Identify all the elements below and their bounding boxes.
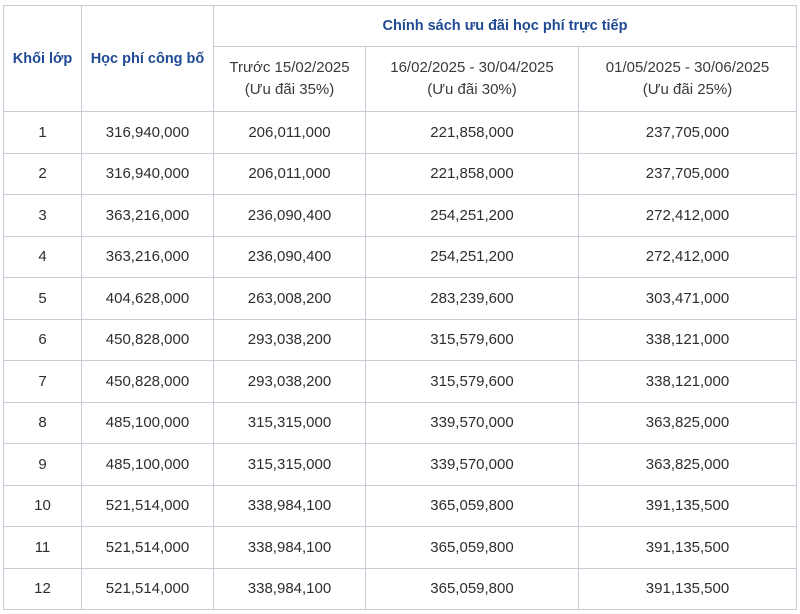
fee-0216-0430-cell: 315,579,600 (365, 318, 579, 361)
fee-before-0215-cell: 338,984,100 (213, 484, 366, 527)
period-dates: 16/02/2025 - 30/04/2025 (390, 59, 554, 76)
fee-0501-0630-cell: 237,705,000 (577, 111, 798, 154)
table-body: 1 316,940,000 206,011,000 221,858,000 237,70… (3, 111, 798, 610)
table-row: 3 363,216,000 236,090,400 254,251,200 272,41… (3, 194, 798, 237)
fee-0216-0430-cell: 254,251,200 (365, 194, 579, 237)
fee-0216-0430-cell: 315,579,600 (365, 360, 579, 403)
published-fee-cell: 404,628,000 (81, 277, 214, 320)
grade-cell: 1 (3, 111, 82, 154)
fee-0501-0630-cell: 338,121,000 (577, 318, 798, 361)
period-header-2: 16/02/2025 - 30/04/2025 (Ưu đãi 30%) (365, 46, 579, 112)
discount-policy-header: Chính sách ưu đãi học phí trực tiếp (212, 5, 798, 47)
fee-0501-0630-cell: 237,705,000 (577, 152, 798, 195)
fee-before-0215-cell: 293,038,200 (213, 360, 366, 403)
fee-0501-0630-cell: 272,412,000 (577, 194, 798, 237)
grade-header: Khối lớp (3, 5, 82, 112)
published-fee-cell: 450,828,000 (81, 318, 214, 361)
header-row-top: Khối lớp Học phí công bố Chính sách ưu đ… (3, 5, 798, 112)
published-fee-header: Học phí công bố (81, 5, 214, 112)
fee-before-0215-cell: 236,090,400 (213, 194, 366, 237)
fee-before-0215-cell: 315,315,000 (213, 401, 366, 444)
published-fee-cell: 363,216,000 (81, 235, 214, 278)
period-dates: 01/05/2025 - 30/06/2025 (605, 59, 770, 76)
published-fee-cell: 521,514,000 (81, 567, 214, 610)
grade-cell: 4 (3, 235, 82, 278)
fee-0216-0430-cell: 254,251,200 (365, 235, 579, 278)
period-header-3: 01/05/2025 - 30/06/2025 (Ưu đãi 25%) (577, 46, 798, 112)
grade-cell: 3 (3, 194, 82, 237)
published-fee-cell: 485,100,000 (81, 443, 214, 486)
fee-0501-0630-cell: 272,412,000 (577, 235, 798, 278)
fee-0501-0630-cell: 338,121,000 (577, 360, 798, 403)
published-fee-cell: 316,940,000 (81, 152, 214, 195)
grade-cell: 8 (3, 401, 82, 444)
fee-before-0215-cell: 206,011,000 (213, 111, 366, 154)
fee-0216-0430-cell: 365,059,800 (365, 526, 579, 569)
fee-0216-0430-cell: 365,059,800 (365, 484, 579, 527)
table-row: 9 485,100,000 315,315,000 339,570,000 363,82… (3, 443, 798, 486)
published-fee-cell: 316,940,000 (81, 111, 214, 154)
published-fee-cell: 450,828,000 (81, 360, 214, 403)
fee-before-0215-cell: 315,315,000 (213, 443, 366, 486)
published-fee-cell: 521,514,000 (81, 526, 214, 569)
table-row: 2 316,940,000 206,011,000 221,858,000 237,70… (3, 152, 798, 195)
fee-before-0215-cell: 338,984,100 (213, 526, 366, 569)
grade-cell: 12 (3, 567, 82, 610)
fee-0501-0630-cell: 363,825,000 (577, 401, 798, 444)
period-discount: (Ưu đãi 35%) (244, 81, 335, 98)
fee-before-0215-cell: 236,090,400 (213, 235, 366, 278)
fee-0501-0630-cell: 303,471,000 (577, 277, 798, 320)
grade-cell: 10 (3, 484, 82, 527)
published-fee-cell: 521,514,000 (81, 484, 214, 527)
fee-before-0215-cell: 263,008,200 (213, 277, 366, 320)
grade-cell: 7 (3, 360, 82, 403)
header-row-periods: Trước 15/02/2025 (Ưu đãi 35%) 16/02/2025… (4, 46, 798, 112)
table-row: 10 521,514,000 338,984,100 365,059,800 391,1… (3, 484, 798, 527)
table-row: 12 521,514,000 338,984,100 365,059,800 391,1… (3, 567, 798, 610)
grade-cell: 6 (3, 318, 82, 361)
grade-cell: 11 (3, 526, 82, 569)
table-row: 6 450,828,000 293,038,200 315,579,600 338,12… (3, 318, 798, 361)
table-row: 8 485,100,000 315,315,000 339,570,000 363,82… (3, 401, 798, 444)
fee-0501-0630-cell: 391,135,500 (577, 484, 798, 527)
fee-before-0215-cell: 293,038,200 (213, 318, 366, 361)
published-fee-cell: 485,100,000 (81, 401, 214, 444)
fee-before-0215-cell: 338,984,100 (213, 567, 366, 610)
table-row: 1 316,940,000 206,011,000 221,858,000 237,70… (3, 111, 798, 154)
fee-0501-0630-cell: 363,825,000 (577, 443, 798, 486)
table-row: 4 363,216,000 236,090,400 254,251,200 272,41… (3, 235, 798, 278)
fee-0216-0430-cell: 339,570,000 (365, 443, 579, 486)
grade-cell: 9 (3, 443, 82, 486)
fee-0501-0630-cell: 391,135,500 (577, 567, 798, 610)
period-discount: (Ưu đãi 25%) (642, 81, 733, 98)
tuition-fee-table: Khối lớp Học phí công bố Chính sách ưu đ… (3, 5, 798, 610)
fee-0216-0430-cell: 365,059,800 (365, 567, 579, 610)
grade-cell: 5 (3, 277, 82, 320)
published-fee-cell: 363,216,000 (81, 194, 214, 237)
fee-0216-0430-cell: 221,858,000 (365, 111, 579, 154)
period-dates: Trước 15/02/2025 (229, 59, 350, 76)
grade-cell: 2 (3, 152, 82, 195)
fee-0216-0430-cell: 283,239,600 (365, 277, 579, 320)
table-row: 7 450,828,000 293,038,200 315,579,600 338,12… (3, 360, 798, 403)
fee-0501-0630-cell: 391,135,500 (577, 526, 798, 569)
period-header-1: Trước 15/02/2025 (Ưu đãi 35%) (213, 46, 366, 112)
fee-0216-0430-cell: 221,858,000 (365, 152, 579, 195)
table-row: 11 521,514,000 338,984,100 365,059,800 391,1… (3, 526, 798, 569)
fee-before-0215-cell: 206,011,000 (213, 152, 366, 195)
table-row: 5 404,628,000 263,008,200 283,239,600 303,47… (3, 277, 798, 320)
fee-0216-0430-cell: 339,570,000 (365, 401, 579, 444)
period-discount: (Ưu đãi 30%) (427, 81, 517, 98)
